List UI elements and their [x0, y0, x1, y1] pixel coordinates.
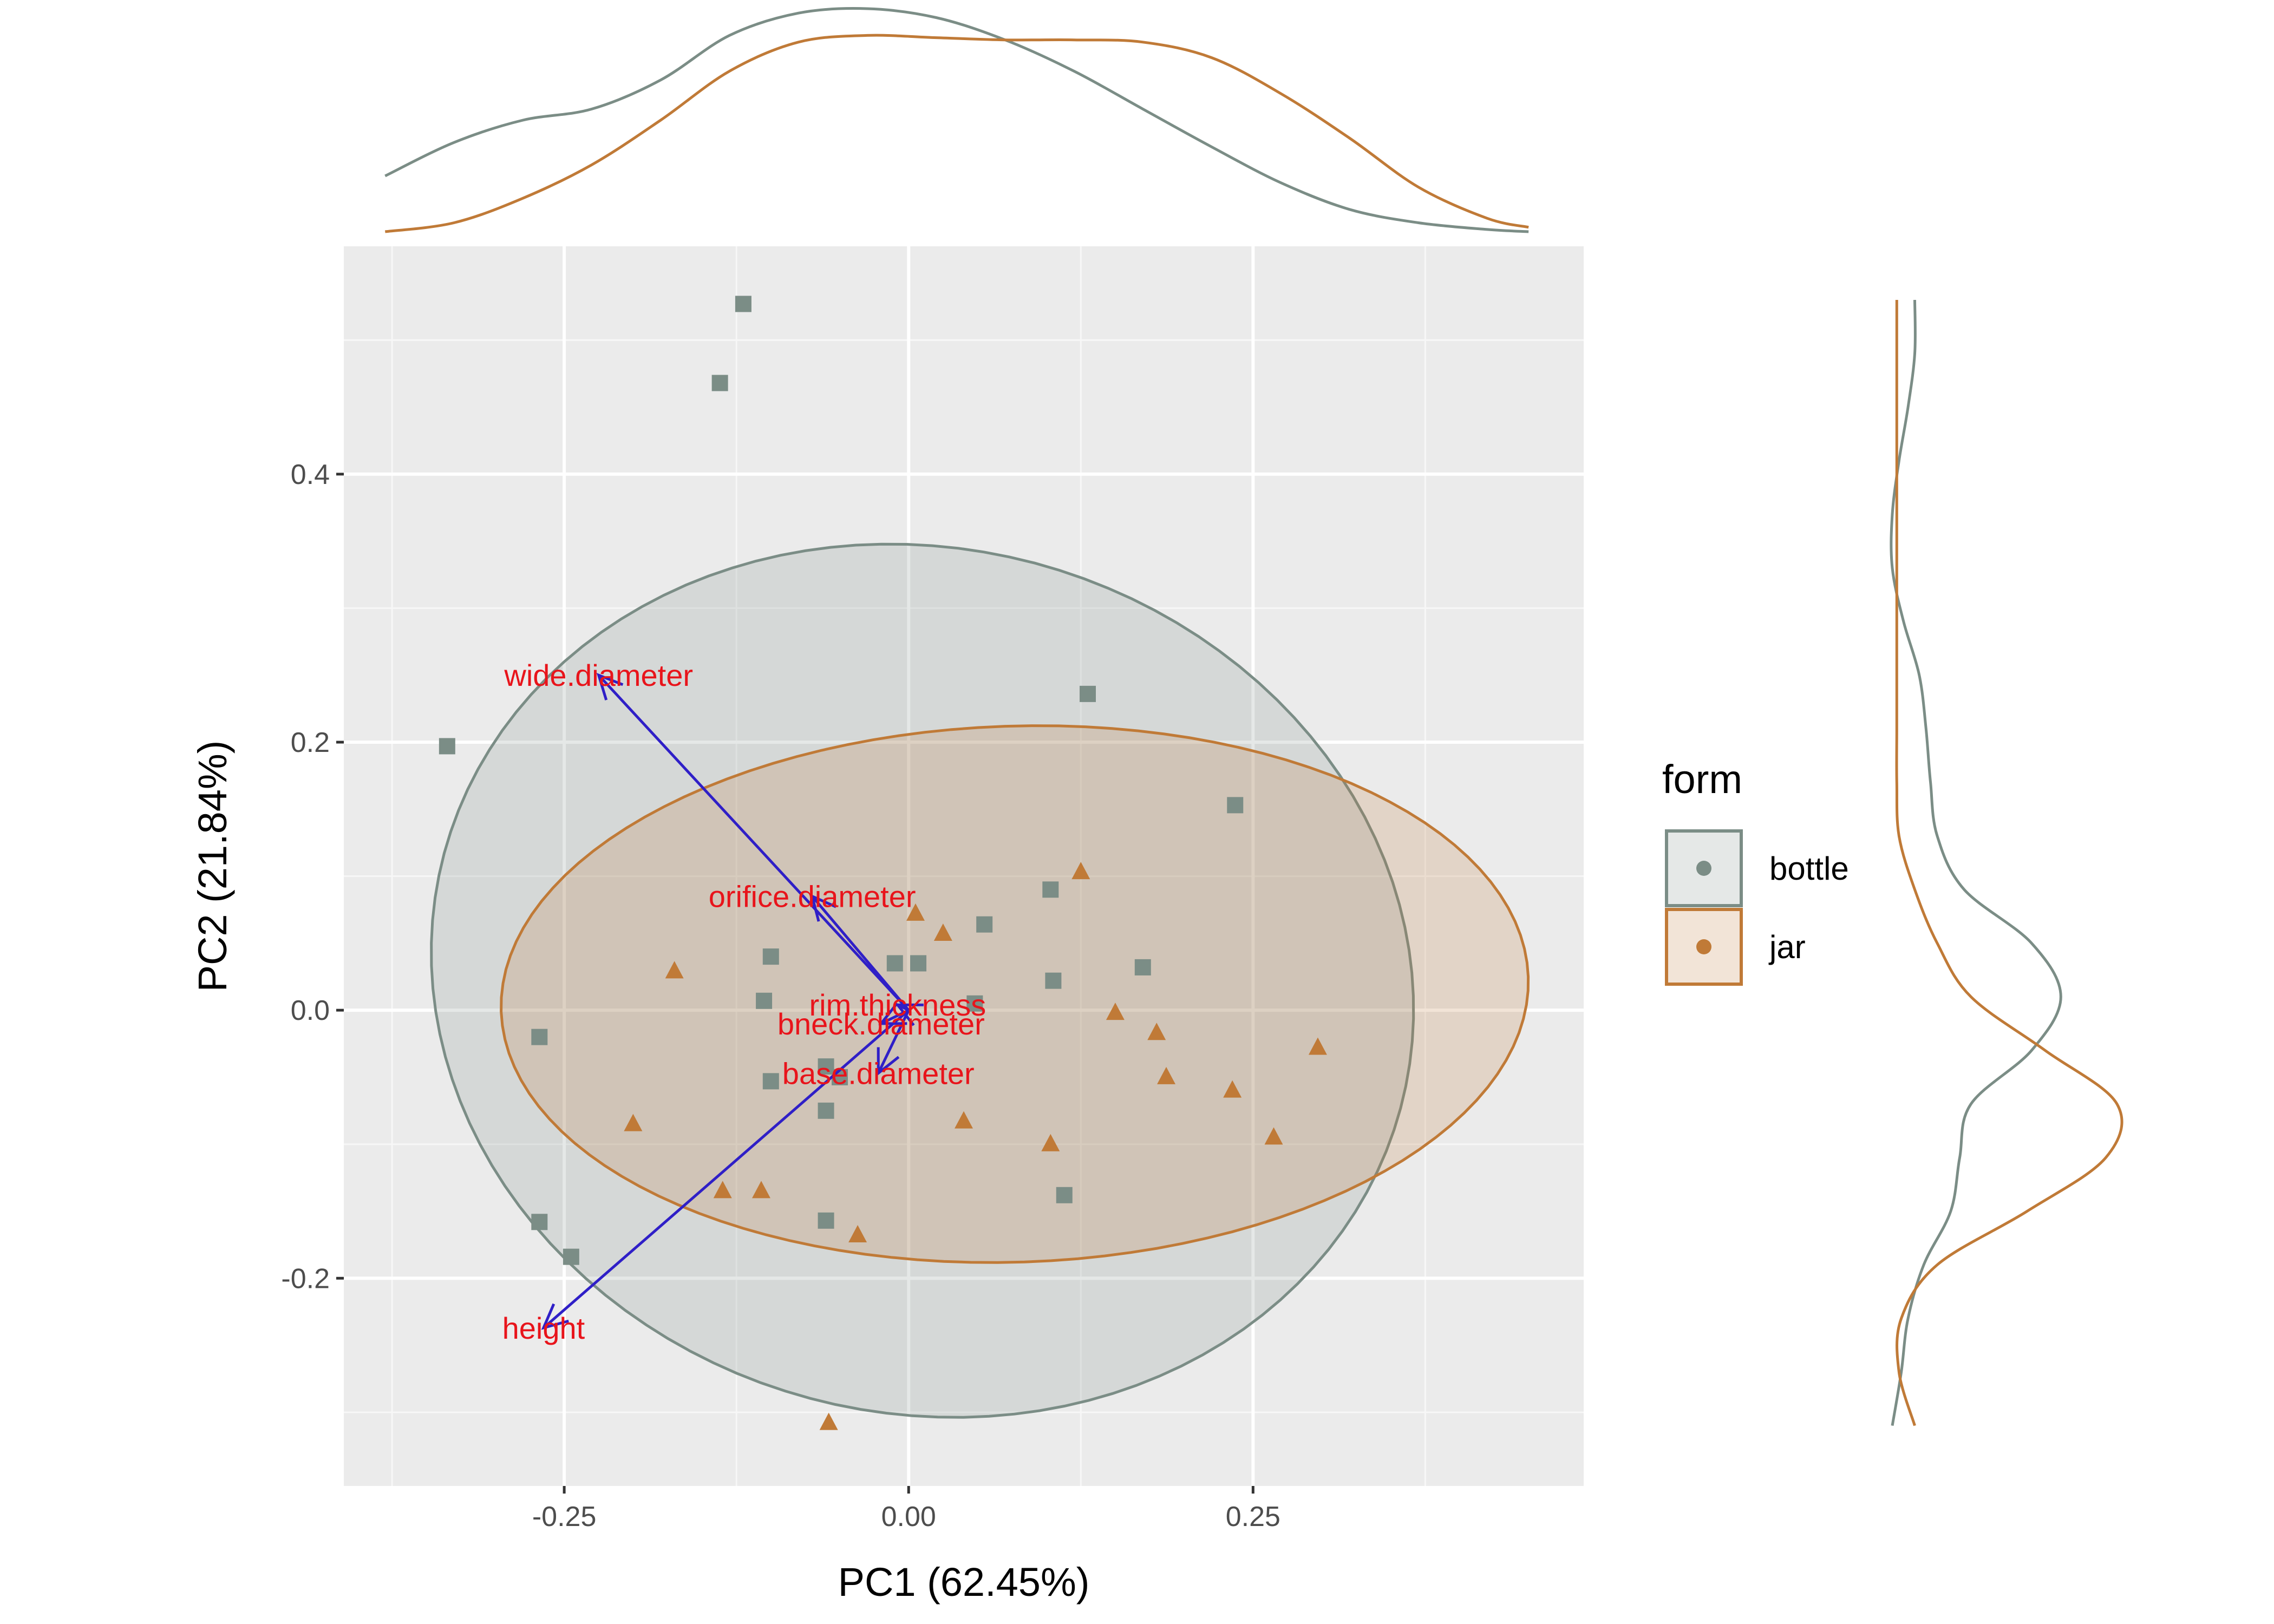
- density-y-bottle: [1890, 299, 2062, 1426]
- loading-vectors: [541, 672, 924, 1330]
- x-tick-label: 0.25: [1226, 1501, 1280, 1533]
- point-jar: [713, 1181, 732, 1199]
- point-bottle: [966, 995, 983, 1012]
- legend-label-jar: jar: [1768, 929, 1806, 965]
- point-bottle: [1227, 797, 1244, 814]
- point-bottle: [531, 1214, 548, 1230]
- loading-labels: wide.diameter orifice.diameter rim.thickne…: [502, 658, 986, 1345]
- x-tick-label: -0.25: [532, 1501, 597, 1533]
- loading-arrowhead: [810, 894, 837, 922]
- point-jar: [933, 924, 952, 941]
- point-bottle: [1045, 972, 1062, 989]
- point-bottle: [439, 738, 455, 755]
- loading-arrowhead: [596, 672, 624, 700]
- y-tick-label: -0.2: [281, 1263, 330, 1294]
- loading-label: rim.thickness: [809, 988, 986, 1022]
- legend-dot-bottle: [1696, 861, 1711, 876]
- point-bottle: [756, 992, 773, 1009]
- legend-items: bottle jar: [1665, 829, 1849, 986]
- point-bottle: [1056, 1187, 1073, 1203]
- loading-label: wide.diameter: [504, 658, 693, 692]
- point-jar: [848, 1225, 867, 1243]
- legend: form bottle jar: [1662, 757, 1849, 986]
- loading-arrowhead: [877, 1047, 900, 1076]
- point-bottle: [910, 955, 927, 972]
- ellipse-bottle: [430, 542, 1415, 1419]
- point-bottle: [1080, 685, 1096, 702]
- y-tick-label: 0.0: [291, 995, 330, 1026]
- loading-arrow: [597, 674, 910, 1011]
- marginal-density-x: [384, 7, 1529, 233]
- loading-arrow: [877, 1010, 910, 1074]
- y-tick-label: 0.4: [291, 459, 330, 490]
- density-x-bottle: [384, 7, 1529, 233]
- loading-arrow: [543, 1009, 910, 1329]
- loading-label: bneck.diameter: [777, 1007, 985, 1041]
- point-bottle: [762, 948, 779, 965]
- loading-arrowhead: [894, 1003, 924, 1026]
- point-jar: [1041, 1134, 1060, 1151]
- y-tick-label: 0.2: [291, 727, 330, 758]
- loading-label: height: [502, 1311, 585, 1345]
- point-jar: [819, 1412, 838, 1430]
- point-bottle: [818, 1058, 834, 1075]
- grid-major: [344, 246, 1584, 1486]
- point-bottle: [563, 1248, 579, 1265]
- point-jar: [1223, 1080, 1242, 1098]
- legend-title: form: [1662, 757, 1742, 802]
- point-jar: [955, 1111, 973, 1129]
- loading-label: orifice.diameter: [709, 880, 916, 914]
- point-jar: [1308, 1037, 1327, 1055]
- point-bottle: [886, 955, 903, 972]
- point-jar: [1106, 1003, 1125, 1020]
- loading-arrowhead: [541, 1303, 569, 1330]
- density-x-jar: [384, 34, 1529, 233]
- point-jar: [1157, 1066, 1176, 1084]
- loading-arrowhead: [878, 1002, 907, 1025]
- point-bottle: [976, 916, 993, 933]
- point-bottle: [1134, 959, 1151, 975]
- point-bottle: [531, 1029, 548, 1045]
- x-axis-title: PC1 (62.45%): [838, 1560, 1090, 1605]
- confidence-ellipses: [430, 542, 1530, 1419]
- x-axis-ticks: -0.25 0.00 0.25: [532, 1486, 1280, 1533]
- density-y-jar: [1895, 300, 2123, 1426]
- loading-arrow: [811, 895, 910, 1011]
- point-jar: [1071, 862, 1090, 880]
- point-jar: [665, 961, 684, 979]
- point-jar: [752, 1181, 770, 1199]
- point-bottle: [818, 1102, 834, 1119]
- point-bottle: [711, 375, 728, 391]
- legend-label-bottle: bottle: [1769, 850, 1849, 887]
- point-bottle: [818, 1212, 834, 1229]
- legend-dot-jar: [1696, 939, 1711, 954]
- ellipse-jar: [500, 724, 1530, 1264]
- x-tick-label: 0.00: [881, 1501, 936, 1533]
- marginal-density-y: [1890, 299, 2123, 1426]
- point-bottle: [1042, 881, 1059, 898]
- loading-label: base.diameter: [782, 1056, 975, 1090]
- point-bottle: [735, 296, 752, 312]
- point-bottle: [762, 1073, 779, 1090]
- data-points: [439, 296, 1327, 1430]
- y-axis-ticks: -0.2 0.0 0.2 0.4: [281, 459, 344, 1294]
- y-axis-title: PC2 (21.84%): [190, 741, 235, 992]
- point-jar: [1147, 1023, 1166, 1040]
- point-jar: [906, 903, 925, 921]
- point-jar: [624, 1114, 643, 1131]
- point-jar: [1264, 1127, 1283, 1145]
